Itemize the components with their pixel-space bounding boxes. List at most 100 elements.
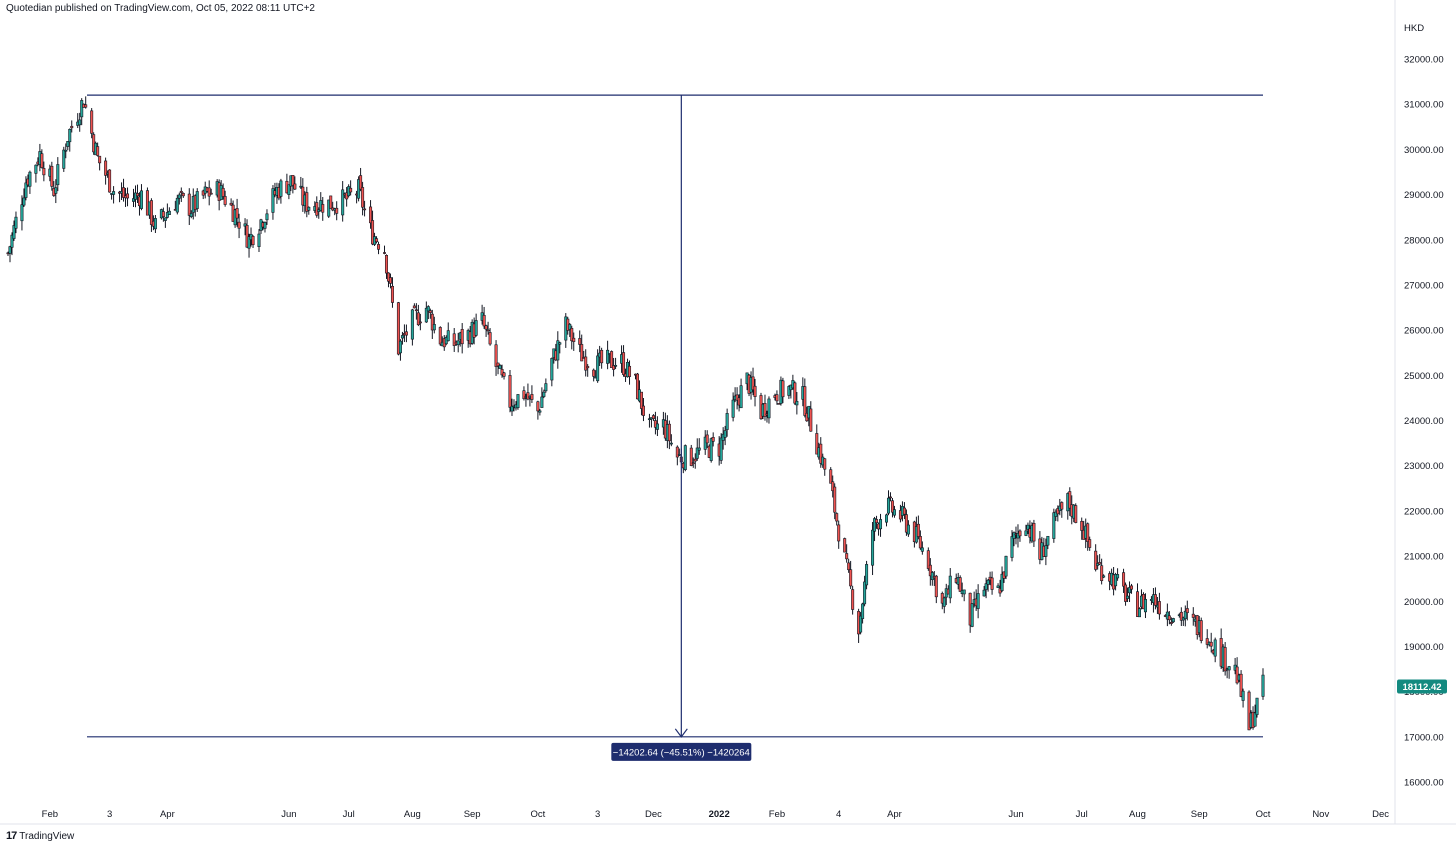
y-tick-label: 19000.00 (1404, 642, 1444, 653)
candle-up (1183, 610, 1187, 619)
price-axis: HKD 32000.00 31000.00 30000.00 29000.00 28000… (1397, 23, 1447, 789)
y-tick-label: 28000.00 (1404, 235, 1444, 246)
candle-up (1137, 608, 1141, 618)
candle-up (871, 529, 875, 566)
candle-down (1247, 691, 1251, 731)
candle-up (544, 383, 548, 392)
candle-down (689, 447, 693, 466)
y-tick-label: 26000.00 (1404, 326, 1444, 337)
candle-down (831, 481, 835, 492)
candle-down (777, 403, 781, 405)
candle-up (739, 385, 743, 409)
candle-up (195, 191, 199, 209)
candle-up (163, 217, 167, 221)
candle-down (390, 285, 394, 303)
candle-down (414, 309, 418, 312)
y-tick-label: 27000.00 (1404, 280, 1444, 291)
currency-label: HKD (1404, 23, 1424, 34)
candle-down (428, 310, 432, 313)
candle-up (80, 100, 84, 118)
candle-up (865, 564, 869, 586)
x-tick-label: Sep (464, 809, 481, 820)
candle-down (418, 321, 422, 324)
candle-down (835, 513, 839, 522)
candle-down (404, 331, 408, 336)
publish-info: Quotedian published on TradingView.com, … (6, 3, 315, 14)
candle-up (879, 519, 883, 530)
candle-down (375, 238, 379, 243)
candle-down (1167, 615, 1171, 621)
candle-up (279, 180, 283, 197)
candle-up (12, 225, 16, 239)
candle-up (1261, 674, 1265, 697)
x-tick-label: Jul (343, 809, 355, 820)
measure-tool: −14202.64 (−45.51%) −1420264 (87, 94, 1263, 761)
candle-up (307, 206, 311, 211)
candle-down (377, 244, 381, 250)
candle-up (1255, 697, 1259, 715)
candle-up (886, 497, 890, 514)
tradingview-brand[interactable]: 17 TradingView (6, 830, 74, 842)
candle-down (349, 187, 353, 193)
candle-down (753, 385, 757, 397)
candle-down (161, 211, 165, 217)
candle-down (829, 469, 833, 484)
candle-down (592, 369, 596, 377)
candle-up (287, 184, 291, 195)
candle-up (139, 190, 143, 209)
x-tick-label: 3 (595, 809, 600, 820)
candle-down (667, 423, 671, 442)
candle-up (962, 589, 966, 595)
candle-up (424, 307, 428, 323)
candle-up (265, 213, 269, 221)
candle-down (486, 329, 490, 332)
candle-up (177, 194, 181, 199)
candle-up (1114, 574, 1118, 587)
candle-down (104, 160, 108, 176)
candle-down (291, 175, 295, 186)
candle-up (34, 164, 38, 174)
candle-up (20, 204, 24, 222)
candle-down (305, 192, 309, 212)
candle-down (819, 443, 823, 464)
candle-up (1126, 595, 1130, 599)
candle-up (132, 198, 136, 202)
candle-up (66, 141, 70, 147)
candle-down (126, 193, 130, 199)
candle-down (508, 375, 512, 408)
y-tick-label: 23000.00 (1404, 461, 1444, 472)
candle-down (363, 208, 367, 211)
candle-up (709, 438, 713, 461)
candle-down (108, 169, 112, 193)
candle-down (1185, 608, 1189, 614)
candle-down (890, 500, 894, 513)
candle-down (711, 437, 715, 442)
candle-down (386, 272, 390, 282)
candle-up (942, 597, 946, 607)
candle-down (641, 405, 645, 416)
candlestick-series (6, 96, 1265, 731)
candle-down (1074, 505, 1078, 523)
candle-up (153, 218, 157, 230)
x-tick-label: Apr (887, 809, 902, 820)
candle-up (474, 320, 478, 336)
candle-up (1102, 575, 1106, 578)
candle-down (526, 392, 530, 400)
candle-up (24, 182, 28, 198)
candle-up (873, 518, 877, 532)
candle-down (1191, 613, 1195, 618)
candle-down (1098, 562, 1102, 565)
candle-down (1094, 550, 1098, 570)
candle-up (8, 246, 12, 254)
y-tick-label: 31000.00 (1404, 100, 1444, 111)
candle-up (677, 454, 681, 456)
candle-down (502, 372, 506, 377)
measure-label: −14202.64 (−45.51%) −1420264 (613, 747, 750, 758)
candle-down (639, 391, 643, 409)
x-tick-label: Apr (160, 809, 175, 820)
candle-down (42, 168, 46, 176)
candle-down (1088, 539, 1092, 548)
candle-up (432, 324, 436, 331)
candle-down (875, 519, 879, 524)
